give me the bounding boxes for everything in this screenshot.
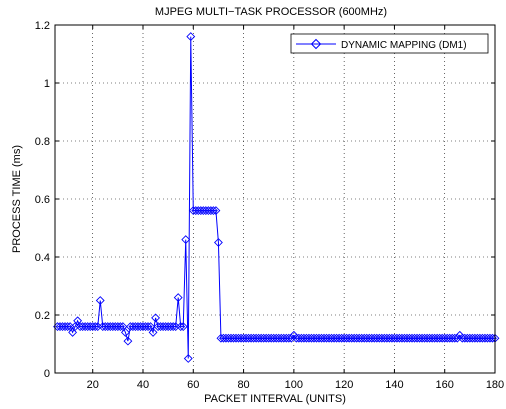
y-tick-label: 0.6 <box>35 194 50 206</box>
x-tick-label: 40 <box>137 379 149 391</box>
x-tick-label: 20 <box>87 379 99 391</box>
x-tick-label: 180 <box>486 379 504 391</box>
y-tick-label: 1 <box>44 78 50 90</box>
data-point-diamond <box>115 322 125 332</box>
y-axis-label: PROCESS TIME (ms) <box>11 145 23 253</box>
x-tick-label: 140 <box>385 379 403 391</box>
data-point-diamond <box>143 322 153 332</box>
data-point-diamond <box>186 32 196 42</box>
data-point-diamond <box>183 354 193 363</box>
x-tick-label: 160 <box>436 379 454 391</box>
data-point-diamond <box>168 322 178 332</box>
data-point-diamond <box>123 336 133 346</box>
data-point-diamond <box>63 322 73 332</box>
legend: DYNAMIC MAPPING (DM1) <box>290 33 489 54</box>
grid <box>55 24 496 374</box>
data-point-diamond <box>118 322 128 332</box>
data-point-diamond <box>208 206 218 216</box>
data-point-diamond <box>181 235 191 245</box>
x-tick-label: 120 <box>335 379 353 391</box>
data-point-diamond <box>178 322 188 332</box>
data-point-diamond <box>148 327 158 337</box>
legend-label: DYNAMIC MAPPING (DM1) <box>341 40 467 51</box>
x-tick-label: 60 <box>187 379 199 391</box>
chart-title: MJPEG MULTI−TASK PROCESSOR (600MHz) <box>155 6 387 18</box>
y-tick-label: 0.8 <box>35 136 50 148</box>
legend-box <box>290 33 489 54</box>
y-tick-label: 0.4 <box>35 252 50 264</box>
x-axis-label: PACKET INTERVAL (UNITS) <box>204 393 346 405</box>
data-point-diamond <box>68 327 78 337</box>
data-point-diamond <box>213 238 223 247</box>
data-point-diamond <box>73 316 83 326</box>
series-line <box>57 36 495 359</box>
data-point-diamond <box>173 293 183 303</box>
data-point-diamond <box>95 296 105 305</box>
y-tick-label: 0.2 <box>35 310 50 322</box>
data-point-diamond <box>176 322 186 332</box>
y-tick-label: 1.2 <box>35 20 50 32</box>
ticks: 20 40 60 80 100 120 140 160 180 0 0.2 0.4 0.6 0.8 1 1.2 <box>35 20 504 391</box>
data-point-diamond <box>151 313 161 323</box>
data-point-diamond <box>146 322 155 332</box>
x-tick-label: 100 <box>285 379 303 391</box>
x-tick-label: 80 <box>237 379 249 391</box>
data-point-diamond <box>120 327 130 337</box>
data-point-diamond <box>90 322 100 332</box>
data-point-diamond <box>211 206 221 216</box>
series-layer <box>53 32 500 363</box>
y-tick-label: 0 <box>44 368 50 380</box>
legend-diamond-marker <box>310 38 322 50</box>
